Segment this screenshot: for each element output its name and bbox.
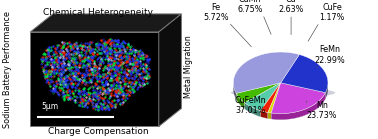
- Ellipse shape: [233, 58, 328, 120]
- Text: Cu
2.63%: Cu 2.63%: [278, 0, 304, 14]
- Text: Mn
23.73%: Mn 23.73%: [307, 101, 337, 120]
- Polygon shape: [159, 14, 181, 126]
- Text: Metal Migration: Metal Migration: [184, 35, 192, 98]
- Polygon shape: [260, 83, 280, 112]
- Ellipse shape: [231, 88, 335, 98]
- Polygon shape: [268, 112, 271, 119]
- Text: CuFe
1.17%: CuFe 1.17%: [319, 3, 345, 22]
- Polygon shape: [268, 83, 280, 113]
- Text: CuFeMn
37.01%: CuFeMn 37.01%: [235, 96, 266, 115]
- Polygon shape: [30, 32, 159, 126]
- Polygon shape: [245, 103, 260, 117]
- Polygon shape: [271, 83, 325, 114]
- Polygon shape: [260, 111, 268, 119]
- Text: FeMn
22.99%: FeMn 22.99%: [315, 45, 345, 65]
- Polygon shape: [271, 93, 325, 120]
- Polygon shape: [236, 83, 280, 103]
- Text: CuMn
6.75%: CuMn 6.75%: [237, 0, 263, 14]
- Text: Chemical Heterogeneity: Chemical Heterogeneity: [43, 8, 153, 17]
- Text: Charge Compensation: Charge Compensation: [48, 127, 149, 136]
- Polygon shape: [233, 52, 299, 93]
- Text: 5μm: 5μm: [42, 101, 59, 111]
- Polygon shape: [245, 83, 280, 111]
- Polygon shape: [236, 93, 245, 109]
- Polygon shape: [280, 54, 328, 93]
- Text: Fe
5.72%: Fe 5.72%: [203, 3, 229, 22]
- Text: Sodium Battery Performance: Sodium Battery Performance: [3, 11, 12, 128]
- Polygon shape: [30, 14, 181, 32]
